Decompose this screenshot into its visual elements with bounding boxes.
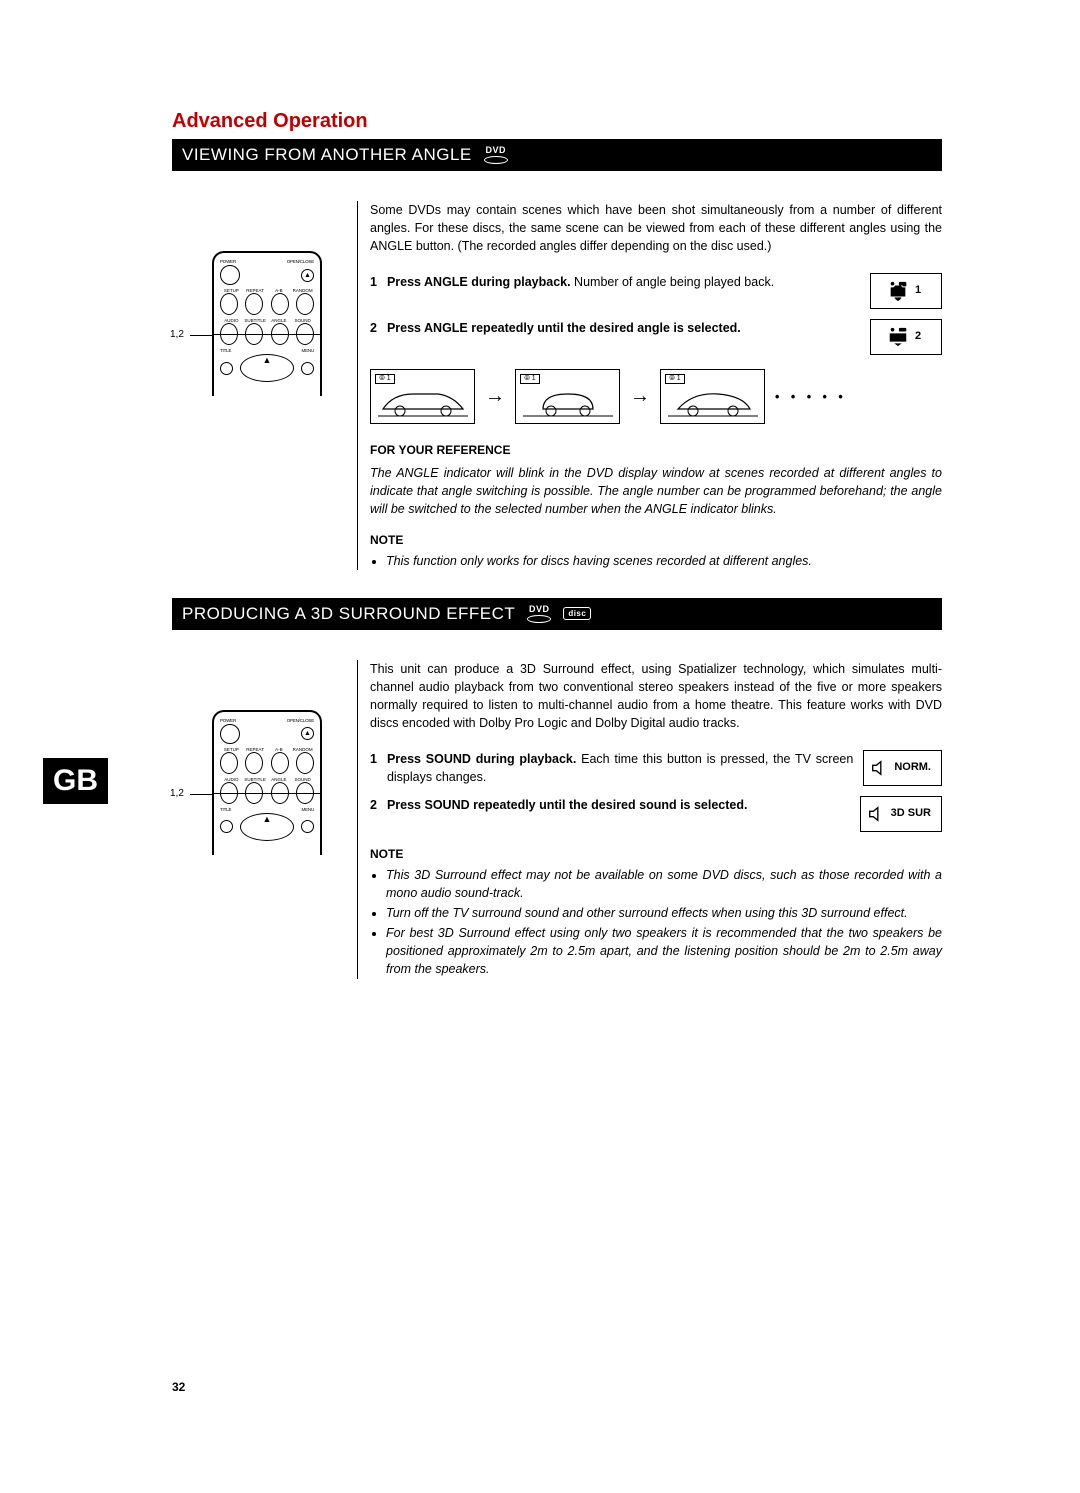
- section-bar-angle: VIEWING FROM ANOTHER ANGLE DVD: [172, 139, 942, 171]
- note-heading: NOTE: [370, 532, 942, 549]
- left-column: 1,2 POWEROPEN/CLOSE ▲ SETUPREPEATA-BRAND…: [172, 201, 357, 570]
- power-button-icon: [220, 265, 240, 285]
- speaker-icon: [867, 805, 885, 823]
- step-number: 1: [370, 750, 377, 768]
- disc-logo-icon: disc: [563, 607, 591, 620]
- intro-text: Some DVDs may contain scenes which have …: [370, 201, 942, 255]
- reference-body: The ANGLE indicator will blink in the DV…: [370, 464, 942, 518]
- intro-text: This unit can produce a 3D Surround effe…: [370, 660, 942, 733]
- open-close-button-icon: ▲: [301, 269, 314, 282]
- page-heading: Advanced Operation: [172, 110, 942, 133]
- arrow-icon: →: [485, 382, 505, 411]
- remote-callout-line: [190, 335, 214, 336]
- step-number: 1: [370, 273, 377, 291]
- note-list: This function only works for discs havin…: [370, 552, 942, 570]
- car-view-1: ⦾ 1: [370, 369, 475, 424]
- reference-heading: FOR YOUR REFERENCE: [370, 442, 942, 459]
- dvd-logo-icon: DVD: [484, 146, 508, 164]
- note-item: For best 3D Surround effect using only t…: [386, 924, 942, 978]
- note-heading: NOTE: [370, 846, 942, 863]
- angle-badge-icon: ⦾ 1: [665, 374, 685, 384]
- step-number: 2: [370, 319, 377, 337]
- page-number: 32: [172, 1380, 185, 1394]
- section-body-surround: 1,2 POWEROPEN/CLOSE ▲ SETUPREPEATA-BRAND…: [172, 660, 942, 979]
- osd-sound-norm: NORM.: [863, 750, 942, 786]
- step-2: 2 Press ANGLE repeatedly until the desir…: [370, 319, 942, 355]
- remote-callout-label: 1,2: [170, 788, 184, 799]
- remote-callout-label: 1,2: [170, 329, 184, 340]
- step-1: 1 Press ANGLE during playback. Number of…: [370, 273, 942, 309]
- camera-icon: [887, 280, 909, 302]
- note-list: This 3D Surround effect may not be avail…: [370, 866, 942, 979]
- camera-icon: [887, 326, 909, 348]
- right-column: Some DVDs may contain scenes which have …: [357, 201, 942, 570]
- car-front-icon: [523, 384, 613, 419]
- dvd-logo-icon: DVD: [527, 605, 551, 623]
- car-angle-sequence: ⦾ 1 → ⦾ 1 →: [370, 369, 942, 424]
- left-column: 1,2 POWEROPEN/CLOSE ▲ SETUPREPEATA-BRAND…: [172, 660, 357, 979]
- page-content: Advanced Operation VIEWING FROM ANOTHER …: [172, 110, 942, 979]
- gb-badge: GB: [43, 758, 108, 804]
- step-2: 2 Press SOUND repeatedly until the desir…: [370, 796, 942, 832]
- section-bar-surround: PRODUCING A 3D SURROUND EFFECT DVD disc: [172, 598, 942, 630]
- arrow-icon: →: [630, 382, 650, 411]
- section-title: VIEWING FROM ANOTHER ANGLE: [182, 145, 472, 165]
- osd-angle-2: 2: [870, 319, 942, 355]
- note-item: Turn off the TV surround sound and other…: [386, 904, 942, 922]
- angle-badge-icon: ⦾ 1: [520, 374, 540, 384]
- car-view-3: ⦾ 1: [660, 369, 765, 424]
- car-angle-icon: [668, 384, 758, 419]
- right-column: This unit can produce a 3D Surround effe…: [357, 660, 942, 979]
- osd-sound-3dsur: 3D SUR: [860, 796, 942, 832]
- nav-pad-icon: ▲: [240, 354, 294, 382]
- car-view-2: ⦾ 1: [515, 369, 620, 424]
- note-item: This 3D Surround effect may not be avail…: [386, 866, 942, 902]
- section-title: PRODUCING A 3D SURROUND EFFECT: [182, 604, 515, 624]
- step-1: 1 Press SOUND during playback. Each time…: [370, 750, 942, 786]
- speaker-icon: [870, 759, 888, 777]
- section-body-angle: 1,2 POWEROPEN/CLOSE ▲ SETUPREPEATA-BRAND…: [172, 201, 942, 570]
- remote-illustration: 1,2 POWEROPEN/CLOSE ▲ SETUPREPEATA-BRAND…: [212, 251, 322, 396]
- step-number: 2: [370, 796, 377, 814]
- angle-badge-icon: ⦾ 1: [375, 374, 395, 384]
- remote-callout-line: [190, 794, 214, 795]
- car-side-icon: [378, 384, 468, 419]
- ellipsis-dots: • • • • •: [775, 388, 847, 406]
- note-item: This function only works for discs havin…: [386, 552, 942, 570]
- osd-angle-1: 1: [870, 273, 942, 309]
- remote-illustration: 1,2 POWEROPEN/CLOSE ▲ SETUPREPEATA-BRAND…: [212, 710, 322, 855]
